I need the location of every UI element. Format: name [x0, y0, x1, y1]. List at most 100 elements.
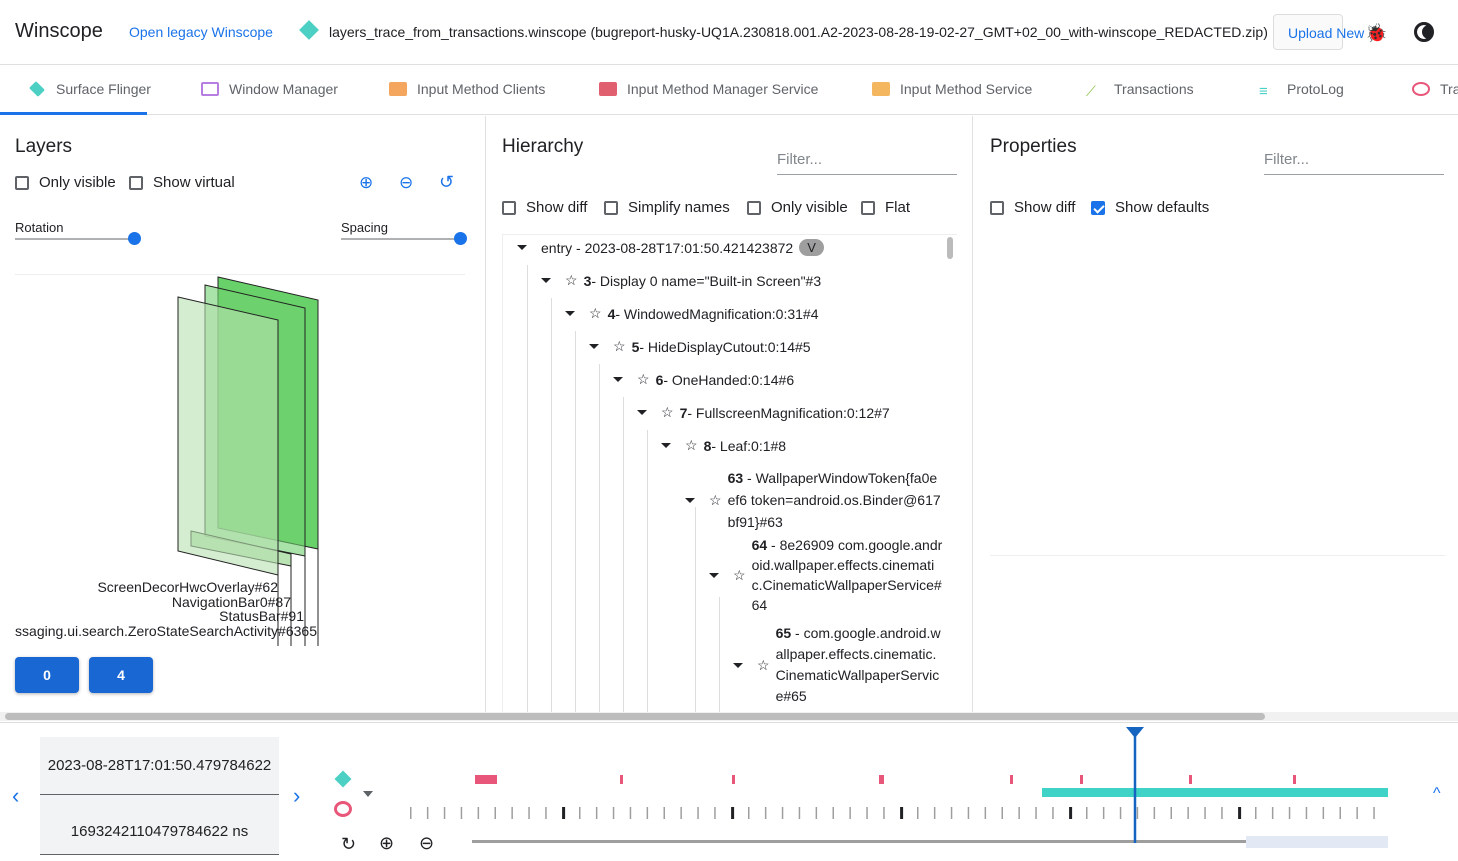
reset-zoom-icon[interactable]: ↻ [341, 834, 357, 854]
checkbox-box[interactable] [747, 200, 761, 215]
checkbox-box[interactable] [502, 200, 516, 215]
tree-node[interactable]: ☆ 63 - WallpaperWindowToken{fa0eef6 token… [685, 467, 944, 533]
timestamp-input[interactable]: 2023-08-28T17:01:50.479784622 [40, 737, 279, 795]
collapse-icon[interactable] [685, 497, 695, 503]
collapse-icon[interactable] [613, 377, 623, 382]
scrollbar-thumb[interactable] [5, 713, 1265, 720]
checkbox-box[interactable] [1091, 200, 1105, 215]
show-defaults-checkbox[interactable]: Show defaults [1091, 199, 1209, 216]
open-legacy-link[interactable]: Open legacy Winscope [129, 24, 273, 40]
display-button-0[interactable]: 0 [15, 657, 79, 693]
node-label: - Leaf:0:1#8 [711, 437, 787, 454]
show-diff-checkbox[interactable]: Show diff [502, 199, 587, 216]
layers-3d-view[interactable] [0, 266, 486, 646]
tab-protolog[interactable]: ≡ ProtoLog [1259, 66, 1344, 114]
star-icon[interactable]: ☆ [565, 272, 578, 288]
checkbox-box[interactable] [15, 175, 29, 190]
tree-node[interactable]: ☆ 3 - Display 0 name="Built-in Screen"#3 [541, 272, 821, 289]
checkbox-label: Show virtual [153, 174, 235, 191]
next-entry-icon[interactable]: › [293, 783, 301, 808]
checkbox-box[interactable] [990, 200, 1004, 215]
collapse-icon[interactable] [565, 311, 575, 316]
tab-input-method-service[interactable]: Input Method Service [872, 66, 1032, 114]
timeline-tick [477, 807, 480, 819]
checkbox-box[interactable] [861, 200, 875, 215]
node-label: - Display 0 name="Built-in Screen"#3 [591, 272, 822, 289]
layer-label[interactable]: StatusBar#91 [219, 608, 304, 624]
checkbox-box[interactable] [604, 200, 618, 215]
keyboard-icon [872, 82, 890, 96]
flat-checkbox[interactable]: Flat [861, 199, 910, 216]
show-virtual-checkbox[interactable]: Show virtual [129, 174, 235, 191]
star-icon[interactable]: ☆ [709, 491, 722, 508]
timeline-tick [1204, 807, 1206, 819]
tree-node[interactable]: ☆ 5 - HideDisplayCutout:0:14#5 [589, 338, 811, 355]
layer-label[interactable]: ssaging.ui.search.ZeroStateSearchActivit… [15, 623, 317, 639]
tree-node[interactable]: ☆ 7 - FullscreenMagnification:0:12#7 [637, 404, 890, 421]
checkbox-label: Only visible [39, 174, 116, 191]
tab-input-method-clients[interactable]: Input Method Clients [389, 66, 545, 114]
timeline-tick [1153, 807, 1156, 819]
zoom-out-icon[interactable]: ⊖ [419, 833, 435, 853]
collapse-icon[interactable] [709, 572, 719, 578]
star-icon[interactable]: ☆ [637, 371, 650, 387]
zoom-in-icon[interactable]: ⊕ [359, 173, 374, 192]
layer-label[interactable]: NavigationBar0#87 [171, 594, 291, 610]
tree-node[interactable]: ☆ 4 - WindowedMagnification:0:31#4 [565, 305, 818, 322]
show-diff-checkbox[interactable]: Show diff [990, 199, 1075, 216]
spacing-slider[interactable] [454, 232, 467, 245]
star-icon[interactable]: ☆ [685, 437, 698, 453]
tree-node[interactable]: ☆ 6 - OneHanded:0:14#6 [613, 371, 794, 388]
tab-window-manager[interactable]: Window Manager [201, 66, 338, 114]
trace-selector-dropdown-icon[interactable] [363, 791, 373, 797]
previous-entry-icon[interactable]: ‹ [12, 783, 20, 808]
hierarchy-filter-input[interactable]: Filter... [777, 151, 957, 175]
rotation-slider[interactable] [128, 232, 141, 245]
star-icon[interactable]: ☆ [613, 338, 626, 354]
tree-node[interactable]: ☆ 65 - com.google.android.wallpaper.effec… [733, 623, 944, 707]
tab-transitions[interactable]: Tra [1412, 66, 1458, 114]
transitions-trace-icon[interactable] [334, 801, 352, 817]
tree-node[interactable]: ☆ 64 - 8e26909 com.google.android.wallpap… [709, 535, 944, 615]
properties-filter-input[interactable]: Filter... [1264, 151, 1444, 175]
checkbox-box[interactable] [129, 175, 143, 190]
collapse-icon[interactable] [589, 344, 599, 349]
reset-view-icon[interactable]: ↺ [439, 172, 455, 192]
timeline-tick [1305, 807, 1308, 819]
tree-node[interactable]: ☆ 8 - Leaf:0:1#8 [661, 437, 786, 454]
star-icon[interactable]: ☆ [733, 566, 746, 583]
layer-label[interactable]: ScreenDecorHwcOverlay#62 [97, 579, 278, 595]
timeline-track[interactable] [0, 723, 1458, 861]
collapse-icon[interactable] [637, 410, 647, 415]
star-icon[interactable]: ☆ [757, 656, 770, 673]
tab-transactions[interactable]: ⟋ Transactions [1086, 66, 1194, 114]
theme-toggle-icon[interactable] [1414, 22, 1434, 42]
simplify-names-checkbox[interactable]: Simplify names [604, 199, 730, 216]
collapse-icon[interactable] [661, 443, 671, 448]
zoom-in-icon[interactable]: ⊕ [379, 833, 395, 853]
zoom-out-icon[interactable]: ⊖ [399, 173, 414, 192]
timeline-tick [1170, 807, 1172, 819]
star-icon[interactable]: ☆ [661, 404, 674, 420]
timeline-tick [680, 807, 682, 819]
timestamp-ns-input[interactable]: 1693242110479784622 ns [40, 795, 279, 855]
only-visible-checkbox[interactable]: Only visible [747, 199, 848, 216]
collapse-icon[interactable] [517, 245, 527, 250]
tab-surface-flinger[interactable]: Surface Flinger [0, 66, 151, 115]
rotation-track[interactable] [15, 238, 135, 240]
horizontal-scrollbar[interactable] [0, 712, 1458, 721]
collapse-icon[interactable] [541, 278, 551, 283]
star-icon[interactable]: ☆ [589, 305, 602, 321]
only-visible-checkbox[interactable]: Only visible [15, 174, 116, 191]
spacing-track[interactable] [341, 238, 461, 240]
upload-new-button[interactable]: Upload New [1273, 14, 1364, 50]
display-button-4[interactable]: 4 [89, 657, 153, 693]
tab-input-method-manager-service[interactable]: Input Method Manager Service [599, 66, 818, 114]
collapse-icon[interactable] [733, 662, 743, 668]
tree-scrollbar[interactable] [947, 237, 953, 259]
collapse-timeline-icon[interactable]: ^ [1433, 785, 1441, 802]
node-label: - WallpaperWindowToken{fa0eef6 token=and… [727, 470, 941, 530]
bug-icon[interactable]: 🐞 [1365, 23, 1388, 43]
minimap-selection [1246, 836, 1388, 848]
tree-node-entry[interactable]: entry - 2023-08-28T17:01:50.421423872 V [517, 239, 824, 256]
